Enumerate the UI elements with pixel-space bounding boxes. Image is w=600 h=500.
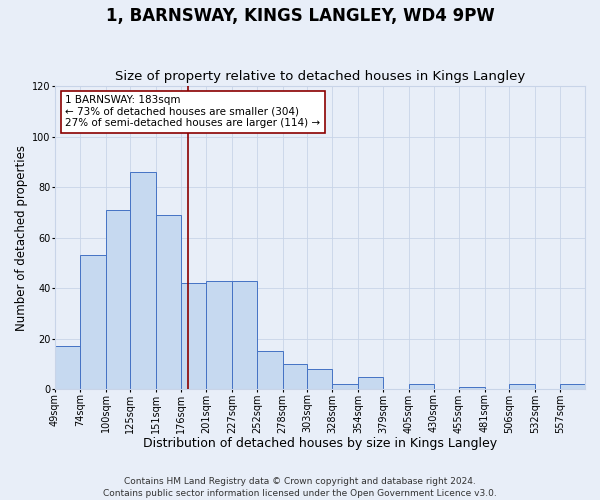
Bar <box>156 215 181 389</box>
Bar <box>307 369 332 389</box>
Bar <box>106 210 130 389</box>
Bar <box>257 352 283 389</box>
Text: Contains HM Land Registry data © Crown copyright and database right 2024.
Contai: Contains HM Land Registry data © Crown c… <box>103 476 497 498</box>
Bar <box>80 256 106 389</box>
Bar <box>206 280 232 389</box>
Bar <box>181 283 206 389</box>
Bar <box>358 376 383 389</box>
Bar <box>130 172 156 389</box>
Bar <box>509 384 535 389</box>
Bar <box>332 384 358 389</box>
Bar <box>409 384 434 389</box>
Bar <box>283 364 307 389</box>
Bar <box>232 280 257 389</box>
Bar <box>55 346 80 389</box>
Text: 1 BARNSWAY: 183sqm
← 73% of detached houses are smaller (304)
27% of semi-detach: 1 BARNSWAY: 183sqm ← 73% of detached hou… <box>65 95 320 128</box>
Y-axis label: Number of detached properties: Number of detached properties <box>15 144 28 330</box>
Title: Size of property relative to detached houses in Kings Langley: Size of property relative to detached ho… <box>115 70 525 84</box>
Bar <box>560 384 585 389</box>
Text: 1, BARNSWAY, KINGS LANGLEY, WD4 9PW: 1, BARNSWAY, KINGS LANGLEY, WD4 9PW <box>106 8 494 26</box>
X-axis label: Distribution of detached houses by size in Kings Langley: Distribution of detached houses by size … <box>143 437 497 450</box>
Bar <box>458 386 485 389</box>
